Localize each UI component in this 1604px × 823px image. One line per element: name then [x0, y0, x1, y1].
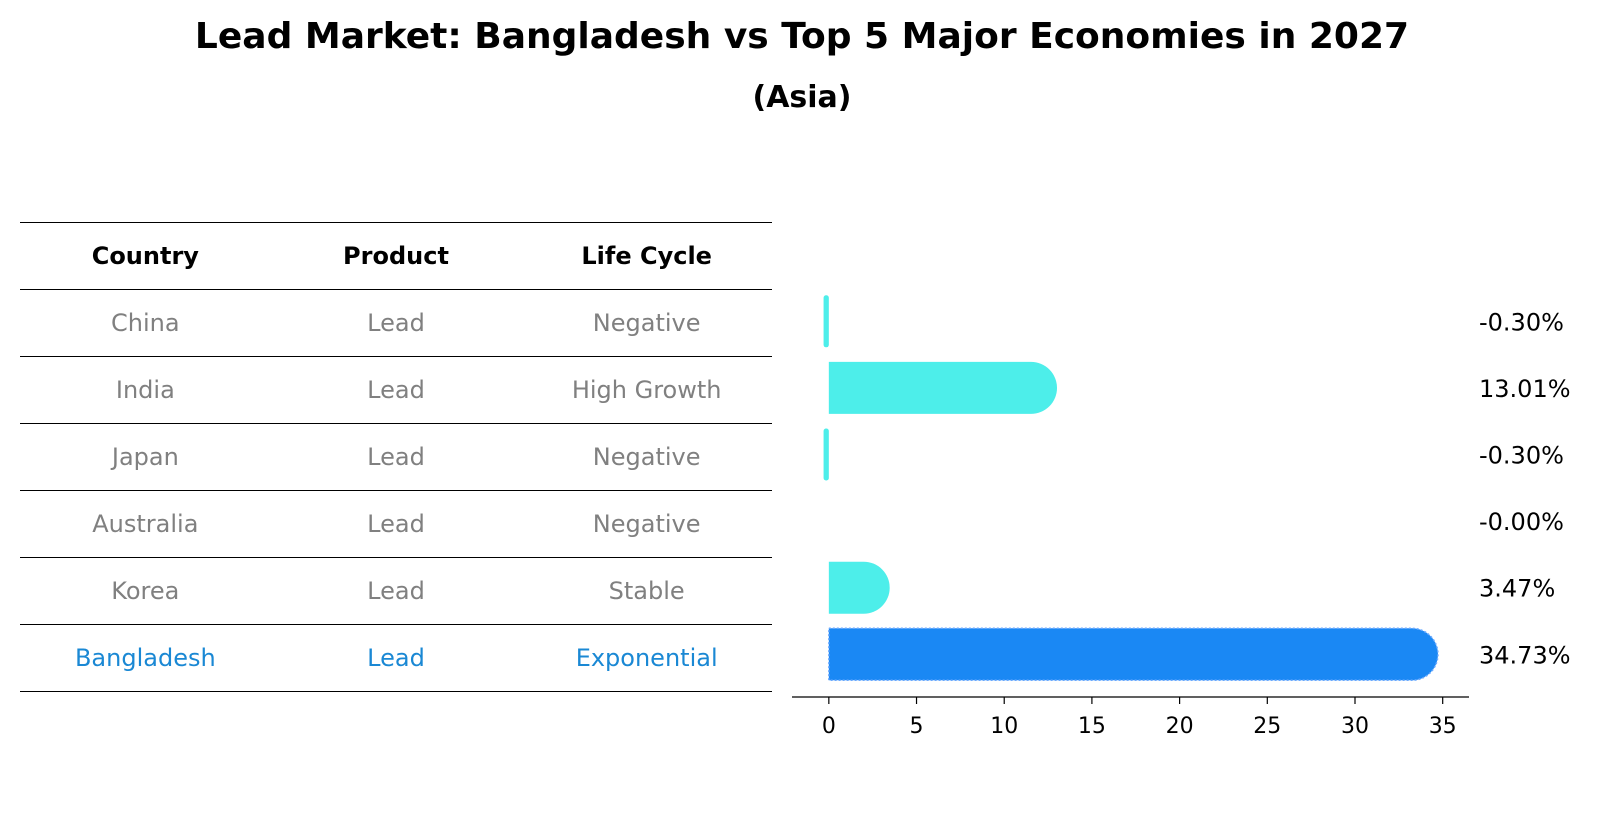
value-label-japan: -0.30% [1479, 442, 1564, 470]
table-row: Australia Lead Negative [20, 490, 772, 558]
x-tick-label: 10 [990, 714, 1018, 739]
comparison-table: Country Product Life Cycle China Lead Ne… [20, 222, 772, 692]
table-row-highlight: Bangladesh Lead Exponential [20, 624, 772, 692]
bar-korea [828, 561, 890, 614]
x-tick-label: 20 [1166, 714, 1194, 739]
cell-life-cycle: Exponential [521, 624, 772, 692]
cell-life-cycle: Negative [521, 423, 772, 491]
chart-subtitle: (Asia) [752, 80, 852, 115]
header-life-cycle: Life Cycle [521, 222, 772, 290]
cell-country: India [20, 356, 271, 424]
x-tick-label: 30 [1341, 714, 1369, 739]
table-row: Japan Lead Negative [20, 423, 772, 491]
bar-india [828, 361, 1058, 414]
bar-china [823, 295, 829, 348]
value-label-australia: -0.00% [1479, 508, 1564, 536]
header-product: Product [270, 222, 522, 290]
cell-product: Lead [270, 423, 522, 491]
cell-product: Lead [270, 557, 522, 625]
x-tick-label: 0 [822, 714, 836, 739]
table-row: Korea Lead Stable [20, 557, 772, 625]
cell-country: China [20, 289, 271, 357]
value-label-china: -0.30% [1479, 308, 1564, 336]
cell-life-cycle: Negative [521, 289, 772, 357]
cell-country: Bangladesh [20, 624, 271, 692]
x-tick-label: 35 [1429, 714, 1457, 739]
value-label-bangladesh: 34.73% [1479, 641, 1571, 669]
x-tick-label: 5 [910, 714, 924, 739]
cell-country: Australia [20, 490, 271, 558]
cell-life-cycle: Stable [521, 557, 772, 625]
table-header-row: Country Product Life Cycle [20, 222, 772, 290]
cell-country: Japan [20, 423, 271, 491]
chart-title: Lead Market: Bangladesh vs Top 5 Major E… [194, 16, 1410, 57]
value-label-india: 13.01% [1479, 375, 1571, 403]
header-country: Country [20, 222, 271, 290]
cell-product: Lead [270, 624, 522, 692]
bar-japan [823, 428, 829, 481]
cell-country: Korea [20, 557, 271, 625]
cell-product: Lead [270, 356, 522, 424]
cell-product: Lead [270, 289, 522, 357]
x-tick-label: 25 [1253, 714, 1281, 739]
cell-life-cycle: Negative [521, 490, 772, 558]
table-row: China Lead Negative [20, 289, 772, 357]
bar-bangladesh [828, 627, 1439, 682]
table-row: India Lead High Growth [20, 356, 772, 424]
value-label-korea: 3.47% [1479, 575, 1555, 603]
cell-life-cycle: High Growth [521, 356, 772, 424]
cell-product: Lead [270, 490, 522, 558]
x-tick-label: 15 [1078, 714, 1106, 739]
